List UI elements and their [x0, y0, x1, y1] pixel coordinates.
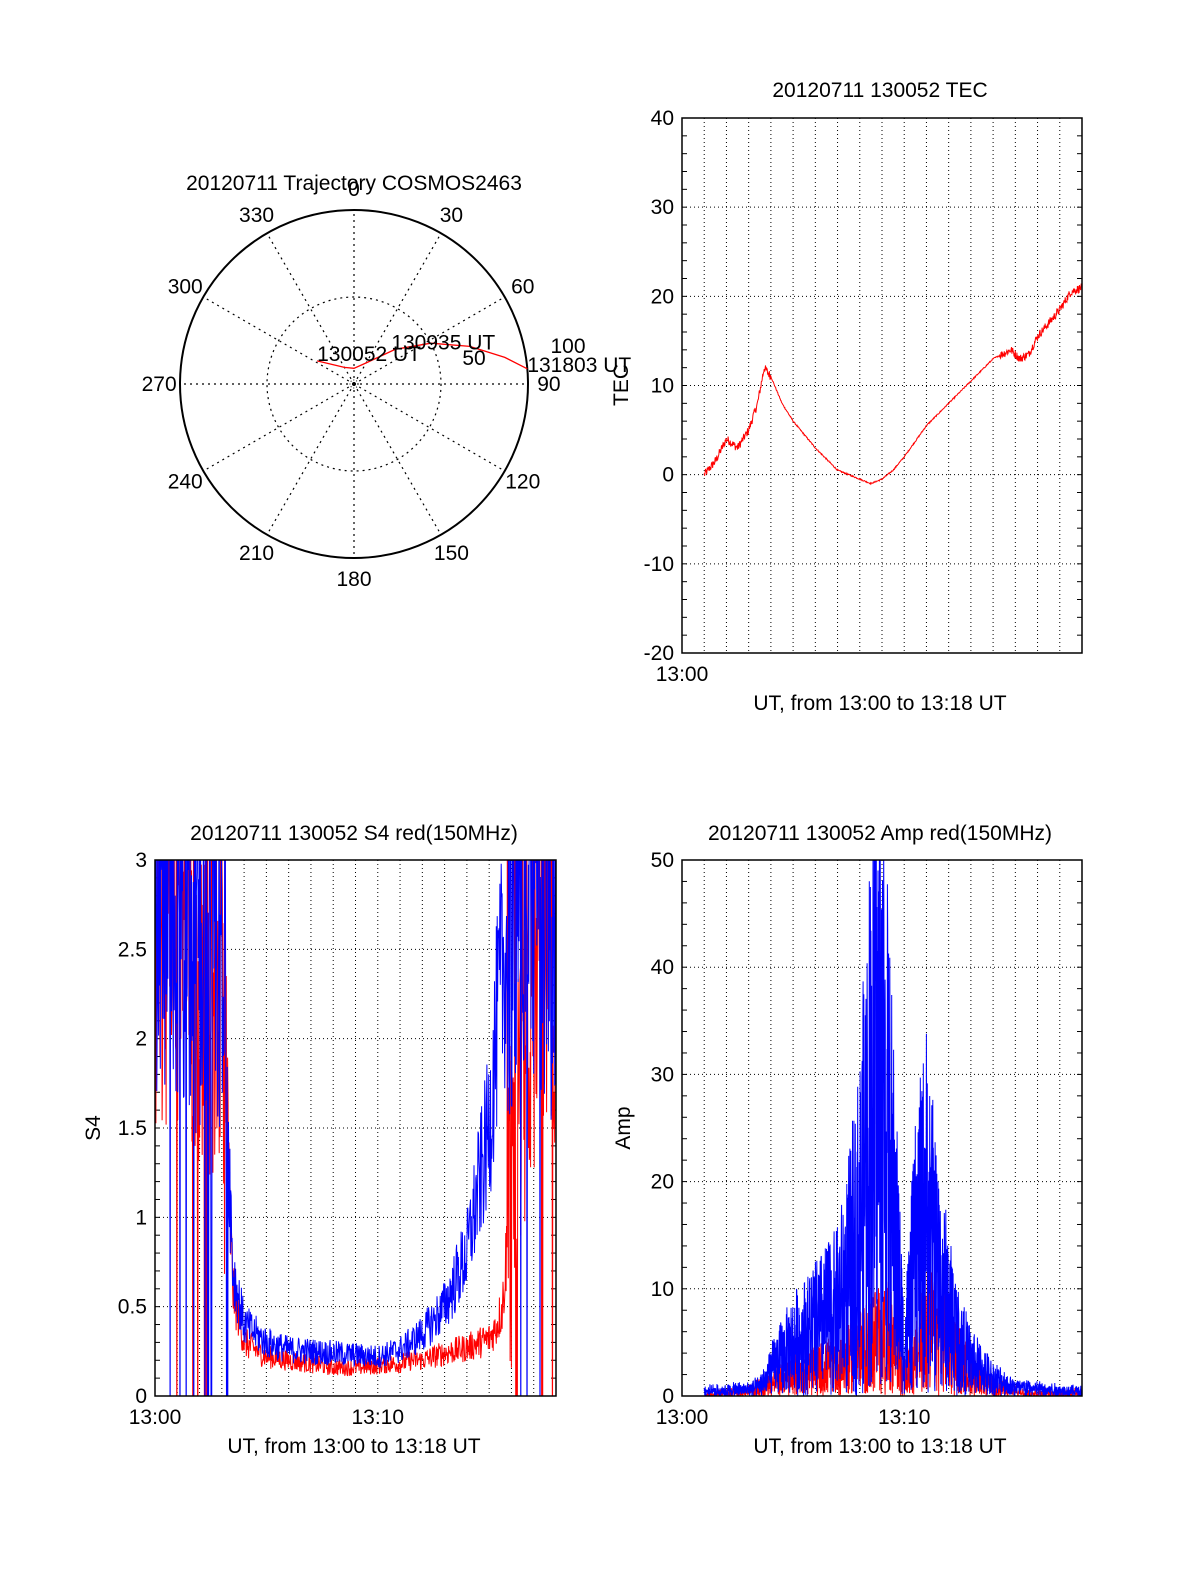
- s4-y-tick-label: 2.5: [118, 938, 147, 961]
- amp-y-tick-label: 20: [651, 1171, 674, 1194]
- tec-y-tick-label: 30: [651, 196, 674, 219]
- polar-grid: [180, 210, 528, 558]
- polar-azimuth-label: 300: [168, 276, 203, 299]
- amp-y-tick-label: 50: [651, 849, 674, 872]
- amp-series-group: [703, 860, 1082, 1396]
- polar-elevation-label: 100: [550, 335, 585, 358]
- polar-spoke: [353, 383, 442, 535]
- s4-x-axis-label: UT, from 13:00 to 13:18 UT: [227, 1435, 480, 1458]
- amp-y-tick-label: 0: [662, 1385, 674, 1408]
- s4-series-red-line: [155, 860, 556, 1396]
- tec-series-group: [703, 283, 1082, 486]
- s4-series-blue-line: [155, 860, 556, 1396]
- polar-azimuth-label: 270: [142, 373, 177, 396]
- polar-center-mark: [349, 379, 359, 389]
- polar-time-annotation: 131803 UT: [527, 354, 631, 377]
- polar-spoke: [266, 233, 355, 385]
- polar-azimuth-label: 180: [336, 568, 371, 591]
- polar-outer-circle: [179, 209, 529, 559]
- s4-series-group: [155, 860, 556, 1396]
- s4-y-tick-label: 1.5: [118, 1117, 147, 1140]
- s4-y-tick-labels: 0 0.5 1 1.5 2 2.5 3: [118, 849, 147, 1408]
- polar-spoke: [203, 383, 355, 472]
- polar-azimuth-label: 150: [434, 542, 469, 565]
- amp-y-tick-label: 40: [651, 956, 674, 979]
- tec-y-tick-label: 20: [651, 285, 674, 308]
- tec-y-tick-label: -10: [644, 553, 674, 576]
- tec-y-tick-label: 10: [651, 375, 674, 398]
- polar-time-annotation: 130935 UT: [391, 331, 495, 354]
- amp-plot-frame: [681, 859, 1083, 1397]
- polar-spoke: [353, 233, 442, 385]
- polar-time-annotation: 130052 UT: [317, 343, 421, 366]
- polar-azimuth-label: 120: [505, 470, 540, 493]
- amp-series-blue-line: [703, 860, 1082, 1396]
- amp-title: 20120711 130052 Amp red(150MHz): [708, 822, 1052, 845]
- polar-trajectory-series: [316, 342, 528, 370]
- s4-y-axis-label: S4: [82, 1115, 105, 1141]
- polar-azimuth-label: 30: [440, 204, 463, 227]
- polar-azimuth-label: 330: [239, 204, 274, 227]
- tec-y-tick-label: 40: [651, 107, 674, 130]
- s4-x-tick-label: 13:10: [351, 1406, 404, 1429]
- polar-spoke: [353, 296, 505, 385]
- polar-azimuth-label: 90: [537, 373, 560, 396]
- amp-y-tick-label: 10: [651, 1278, 674, 1301]
- tec-chart: 20120711 130052 TEC -20 -10 0 10 20 30 40 13:0…: [610, 79, 1083, 715]
- polar-elevation-label: 50: [462, 347, 485, 370]
- tec-title: 20120711 130052 TEC: [772, 79, 987, 102]
- amp-x-tick-label: 13:10: [878, 1406, 931, 1429]
- polar-trajectory-chart: 20120711 Trajectory COSMOS2463 0 30 60 90 12…: [142, 172, 632, 591]
- tec-plot-frame: [681, 117, 1083, 654]
- s4-chart: 20120711 130052 S4 red(150MHz) 0 0.5 1 1.5 2…: [82, 822, 557, 1458]
- s4-plot-frame: [154, 859, 557, 1397]
- amp-y-tick-labels: 0 10 20 30 40 50: [651, 849, 674, 1408]
- polar-title: 20120711 Trajectory COSMOS2463: [186, 172, 522, 195]
- tec-grid: [682, 117, 1082, 654]
- polar-spoke: [266, 383, 355, 535]
- s4-title: 20120711 130052 S4 red(150MHz): [190, 822, 518, 845]
- amp-x-tick-label: 13:00: [656, 1406, 709, 1429]
- polar-ring-50: [266, 296, 442, 472]
- tec-series-red-line: [703, 283, 1082, 486]
- tec-y-axis-label: TEC: [610, 364, 633, 406]
- amp-x-axis-label: UT, from 13:00 to 13:18 UT: [753, 1435, 1006, 1458]
- polar-azimuth-labels: 0 30 60 90 120 150 180 210 240 270 300 330: [142, 178, 561, 591]
- tec-y-tick-label: 0: [662, 464, 674, 487]
- s4-y-tick-label: 0: [135, 1385, 147, 1408]
- tec-y-tick-label: -20: [644, 642, 674, 665]
- polar-spoke: [203, 296, 355, 385]
- polar-elevation-labels: 50 100: [462, 335, 585, 370]
- s4-y-tick-label: 2: [135, 1028, 147, 1051]
- tec-x-tick-labels: 13:00: [656, 663, 709, 686]
- polar-trajectory-line: [316, 342, 528, 370]
- s4-y-tick-label: 1: [135, 1206, 147, 1229]
- tec-y-tick-labels: -20 -10 0 10 20 30 40: [644, 107, 674, 665]
- amp-x-tick-labels: 13:00 13:10: [656, 1406, 931, 1429]
- amp-y-axis-label: Amp: [612, 1106, 635, 1149]
- s4-y-tick-label: 3: [135, 849, 147, 872]
- polar-azimuth-label: 60: [511, 276, 534, 299]
- s4-x-tick-labels: 13:00 13:10: [129, 1406, 404, 1429]
- polar-azimuth-label: 210: [239, 542, 274, 565]
- amp-chart: 20120711 130052 Amp red(150MHz) 0 10 20 30 4…: [612, 822, 1083, 1458]
- tec-x-axis-label: UT, from 13:00 to 13:18 UT: [753, 692, 1006, 715]
- s4-y-tick-label: 0.5: [118, 1296, 147, 1319]
- tec-x-tick-label: 13:00: [656, 663, 709, 686]
- polar-spoke: [353, 383, 505, 472]
- s4-x-tick-label: 13:00: [129, 1406, 182, 1429]
- polar-azimuth-label: 240: [168, 470, 203, 493]
- polar-azimuth-label: 0: [348, 178, 360, 201]
- amp-y-tick-label: 30: [651, 1063, 674, 1086]
